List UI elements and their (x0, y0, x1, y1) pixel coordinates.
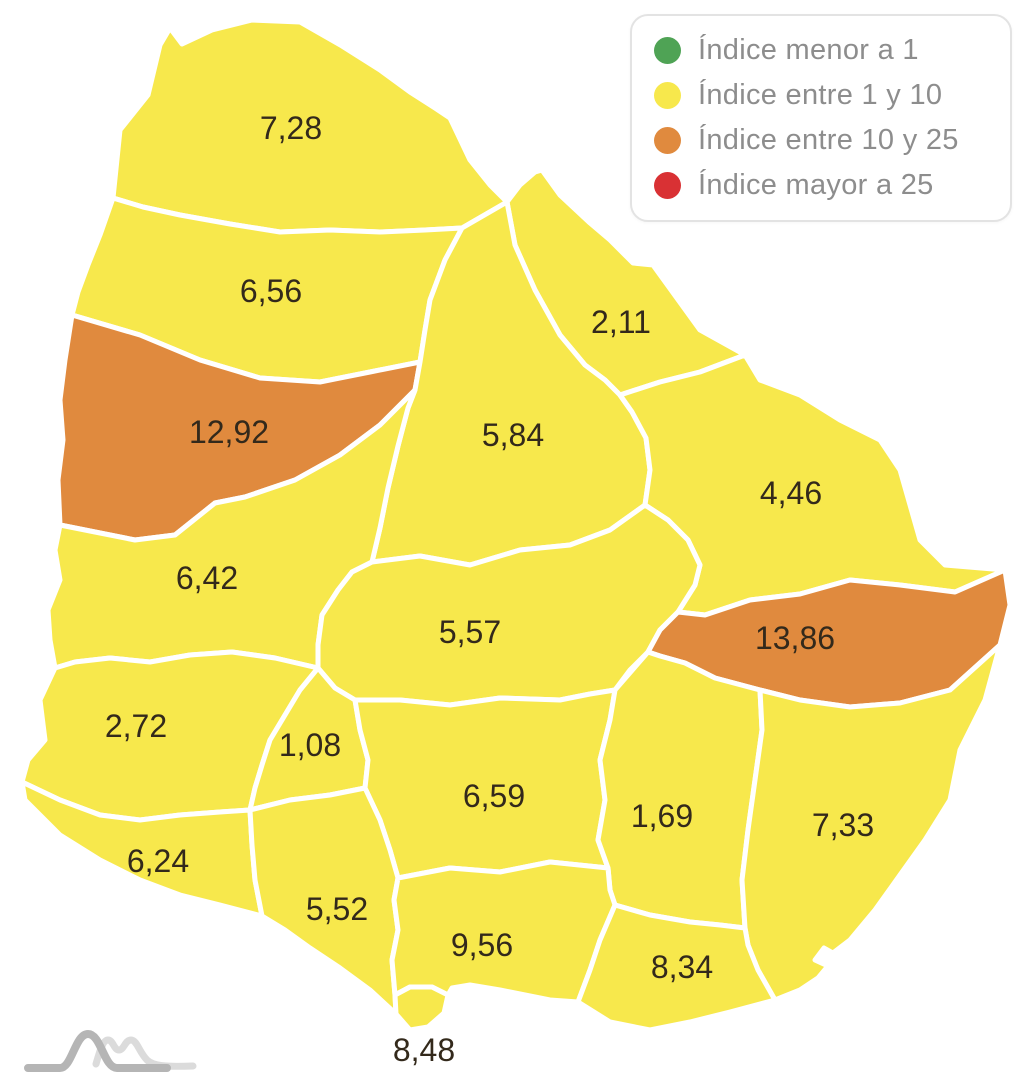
legend-item: Índice entre 1 y 10 (654, 73, 990, 118)
region-value-label: 2,72 (105, 708, 167, 744)
legend-item-label: Índice entre 10 y 25 (698, 124, 959, 156)
region-value-label: 9,56 (451, 927, 513, 963)
region-value-label: 4,46 (760, 475, 822, 511)
region-value-label: 6,24 (127, 843, 189, 879)
map-labels-group: 7,28 6,56 2,11 12,92 5,84 4,46 6,42 5,57 13,86 2,… (105, 110, 874, 1068)
legend-item: Índice mayor a 25 (654, 163, 990, 208)
map-region[interactable] (575, 902, 778, 1033)
legend-item-label: Índice entre 1 y 10 (698, 79, 943, 111)
region-value-label: 6,56 (240, 273, 302, 309)
region-value-label: 8,34 (651, 949, 713, 985)
region-value-label: 7,28 (260, 110, 322, 146)
legend-green-dot-icon (654, 37, 681, 64)
region-value-label: 6,42 (176, 560, 238, 596)
legend: Índice menor a 1 Índice entre 1 y 10 Índ… (630, 14, 1012, 222)
region-value-label: 12,92 (189, 414, 269, 450)
map-regions-group (19, 17, 1013, 1033)
region-value-label: 5,52 (306, 891, 368, 927)
legend-orange-dot-icon (654, 127, 681, 154)
region-value-label: 5,57 (439, 614, 501, 650)
region-value-label: 6,59 (463, 778, 525, 814)
map-region[interactable] (595, 649, 765, 931)
legend-item: Índice entre 10 y 25 (654, 118, 990, 163)
legend-item-label: Índice menor a 1 (698, 34, 919, 66)
map-region[interactable] (739, 642, 1003, 1003)
legend-item-label: Índice mayor a 25 (698, 169, 934, 201)
map-region[interactable] (392, 984, 451, 1033)
region-value-label: 1,69 (631, 798, 693, 834)
region-value-label: 2,11 (591, 304, 651, 340)
legend-red-dot-icon (654, 172, 681, 199)
region-value-label: 5,84 (482, 417, 544, 453)
legend-yellow-dot-icon (654, 82, 681, 109)
region-value-label: 8,48 (393, 1032, 455, 1068)
legend-item: Índice menor a 1 (654, 28, 990, 73)
map-region[interactable] (389, 859, 618, 1005)
region-value-label: 1,08 (279, 727, 341, 763)
region-value-label: 7,33 (812, 807, 874, 843)
region-value-label: 13,86 (755, 620, 835, 656)
